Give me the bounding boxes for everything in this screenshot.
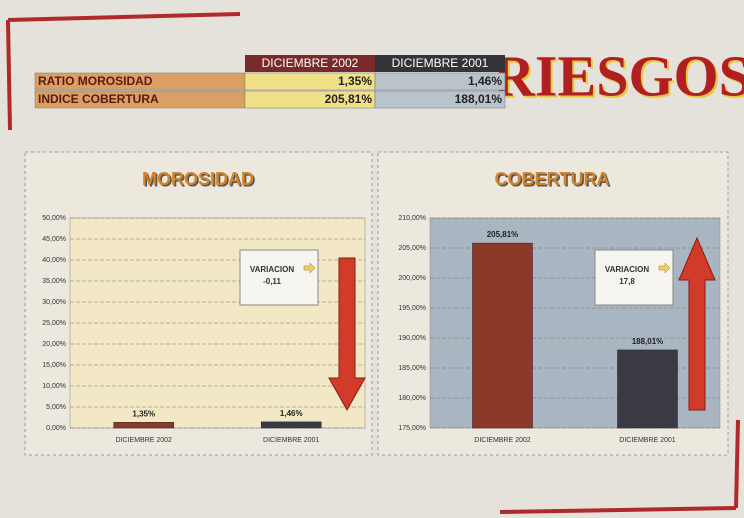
annotation: 17,8 <box>619 277 635 286</box>
y-tick-label: 5,00% <box>46 404 66 411</box>
cell-text: 205,81% <box>325 92 373 106</box>
title-shadow: RIESGOS <box>495 45 744 110</box>
annotation-box <box>239 249 319 306</box>
title: RIESGOS <box>493 43 744 108</box>
y-tick-label: 50,00% <box>42 215 66 222</box>
trend-arrow <box>678 236 716 411</box>
y-tick-label: 20,00% <box>42 341 66 348</box>
cell-text: 188,01% <box>455 92 503 106</box>
y-tick-label: 200,00% <box>398 275 426 282</box>
annotation: VARIACION <box>605 265 650 274</box>
cell-text: 1,35% <box>338 74 372 88</box>
value-label: 205,81% <box>487 230 519 239</box>
chart-title: MOROSIDAD <box>142 169 254 189</box>
bar <box>472 242 533 429</box>
y-tick-label: 45,00% <box>42 236 66 243</box>
corner-rule <box>6 12 241 131</box>
y-tick-label: 180,00% <box>398 395 426 402</box>
y-tick-label: 190,00% <box>398 335 426 342</box>
cell <box>374 90 506 109</box>
cell-text: RATIO MOROSIDAD <box>38 74 153 88</box>
y-tick-label: 205,00% <box>398 245 426 252</box>
annotation-box <box>594 249 674 306</box>
column-header: DICIEMBRE 2001 <box>392 56 489 70</box>
header-cell <box>245 55 375 72</box>
annotation: -0,11 <box>263 277 281 286</box>
y-tick-label: 0,00% <box>46 425 66 432</box>
y-tick-label: 195,00% <box>398 305 426 312</box>
y-tick-label: 15,00% <box>42 362 66 369</box>
x-tick-label: DICIEMBRE 2001 <box>263 437 320 444</box>
y-tick-label: 10,00% <box>42 383 66 390</box>
y-tick-label: 30,00% <box>42 299 66 306</box>
y-tick-label: 35,00% <box>42 278 66 285</box>
bar <box>617 349 678 429</box>
cell-text: INDICE COBERTURA <box>38 92 159 106</box>
cell <box>374 72 506 91</box>
x-tick-label: DICIEMBRE 2002 <box>116 437 173 444</box>
cell-text: 1,46% <box>468 74 502 88</box>
annotation: VARIACION <box>250 265 295 274</box>
column-header: DICIEMBRE 2002 <box>262 56 359 70</box>
y-tick-label: 175,00% <box>398 425 426 432</box>
bar <box>113 422 174 429</box>
y-tick-label: 25,00% <box>42 320 66 327</box>
value-label: 1,35% <box>132 409 155 418</box>
corner-rule <box>499 419 740 514</box>
y-tick-label: 40,00% <box>42 257 66 264</box>
chart-title: COBERTURA <box>496 170 611 190</box>
chart-title: COBERTURA <box>495 169 610 189</box>
header-cell <box>375 55 505 72</box>
value-label: 188,01% <box>632 337 664 346</box>
y-tick-label: 185,00% <box>398 365 426 372</box>
pointer <box>658 262 671 274</box>
x-tick-label: DICIEMBRE 2002 <box>474 437 531 444</box>
bar <box>261 421 322 429</box>
y-tick-label: 210,00% <box>398 215 426 222</box>
pointer <box>303 262 316 274</box>
trend-arrow <box>328 257 366 412</box>
value-label: 1,46% <box>280 409 303 418</box>
chart-title: MOROSIDAD <box>144 170 256 190</box>
x-tick-label: DICIEMBRE 2001 <box>619 437 676 444</box>
